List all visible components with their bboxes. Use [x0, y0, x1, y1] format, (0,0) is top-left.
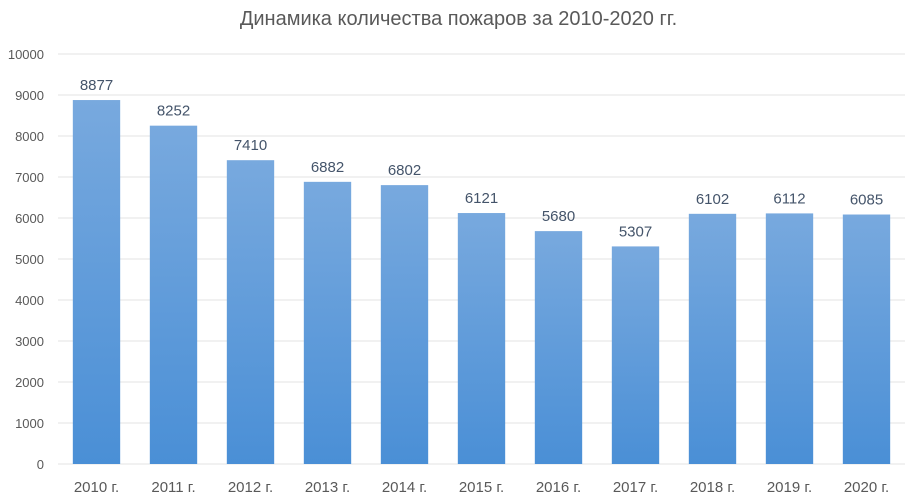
- data-label: 8252: [157, 103, 190, 120]
- x-tick-label: 2010 г.: [74, 479, 119, 496]
- x-tick-label: 2018 г.: [690, 479, 735, 496]
- bar-2014-г: [380, 185, 429, 465]
- y-tick-label: 5000: [15, 252, 44, 267]
- y-tick-label: 8000: [15, 129, 44, 144]
- data-label: 6102: [696, 191, 729, 208]
- data-label: 6085: [850, 192, 883, 209]
- bars: [72, 100, 891, 465]
- data-label: 6882: [311, 159, 344, 176]
- y-tick-label: 9000: [15, 88, 44, 103]
- x-axis-ticks: 2010 г. 2011 г. 2012 г. 2013 г. 2014 г. 2015 …: [74, 479, 889, 496]
- data-label: 5680: [542, 208, 575, 225]
- y-tick-label: 6000: [15, 211, 44, 226]
- y-tick-label: 4000: [15, 293, 44, 308]
- bar-2011-г: [149, 125, 198, 464]
- y-tick-label: 1000: [15, 416, 44, 431]
- bar-2018-г: [688, 213, 737, 464]
- chart-title: Динамика количества пожаров за 2010-2020…: [239, 8, 678, 30]
- y-tick-label: 3000: [15, 334, 44, 349]
- x-tick-label: 2020 г.: [844, 479, 889, 496]
- bar-2012-г: [226, 160, 275, 464]
- x-tick-label: 2012 г.: [228, 479, 273, 496]
- data-label: 6112: [773, 190, 805, 207]
- bar-2017-г: [611, 246, 660, 464]
- data-label: 6802: [388, 162, 421, 179]
- x-tick-label: 2017 г.: [613, 479, 658, 496]
- y-tick-label: 2000: [15, 375, 44, 390]
- data-label: 7410: [234, 137, 267, 154]
- x-tick-label: 2019 г.: [767, 479, 812, 496]
- x-tick-label: 2015 г.: [459, 479, 504, 496]
- x-tick-label: 2016 г.: [536, 479, 581, 496]
- x-tick-label: 2014 г.: [382, 479, 427, 496]
- x-tick-label: 2011 г.: [151, 479, 195, 496]
- data-label: 6121: [465, 190, 498, 207]
- bar-2016-г: [534, 231, 583, 464]
- data-label: 8877: [80, 77, 113, 94]
- y-tick-label: 10000: [8, 47, 44, 62]
- data-label: 5307: [619, 223, 652, 240]
- bar-2019-г: [765, 213, 814, 464]
- y-tick-label: 0: [37, 457, 44, 472]
- x-tick-label: 2013 г.: [305, 479, 350, 496]
- y-axis-ticks: 0 1000 2000 3000 4000 5000 6000 7000 8000 9000 100…: [8, 47, 44, 472]
- y-tick-label: 7000: [15, 170, 44, 185]
- bar-2013-г: [303, 181, 352, 464]
- data-labels: 8877 8252 7410 6882 6802 6121 5680 5307 6102 6112…: [80, 77, 883, 240]
- bar-2015-г: [457, 213, 506, 464]
- bar-2010-г: [72, 100, 121, 464]
- bar-2020-г: [842, 214, 891, 464]
